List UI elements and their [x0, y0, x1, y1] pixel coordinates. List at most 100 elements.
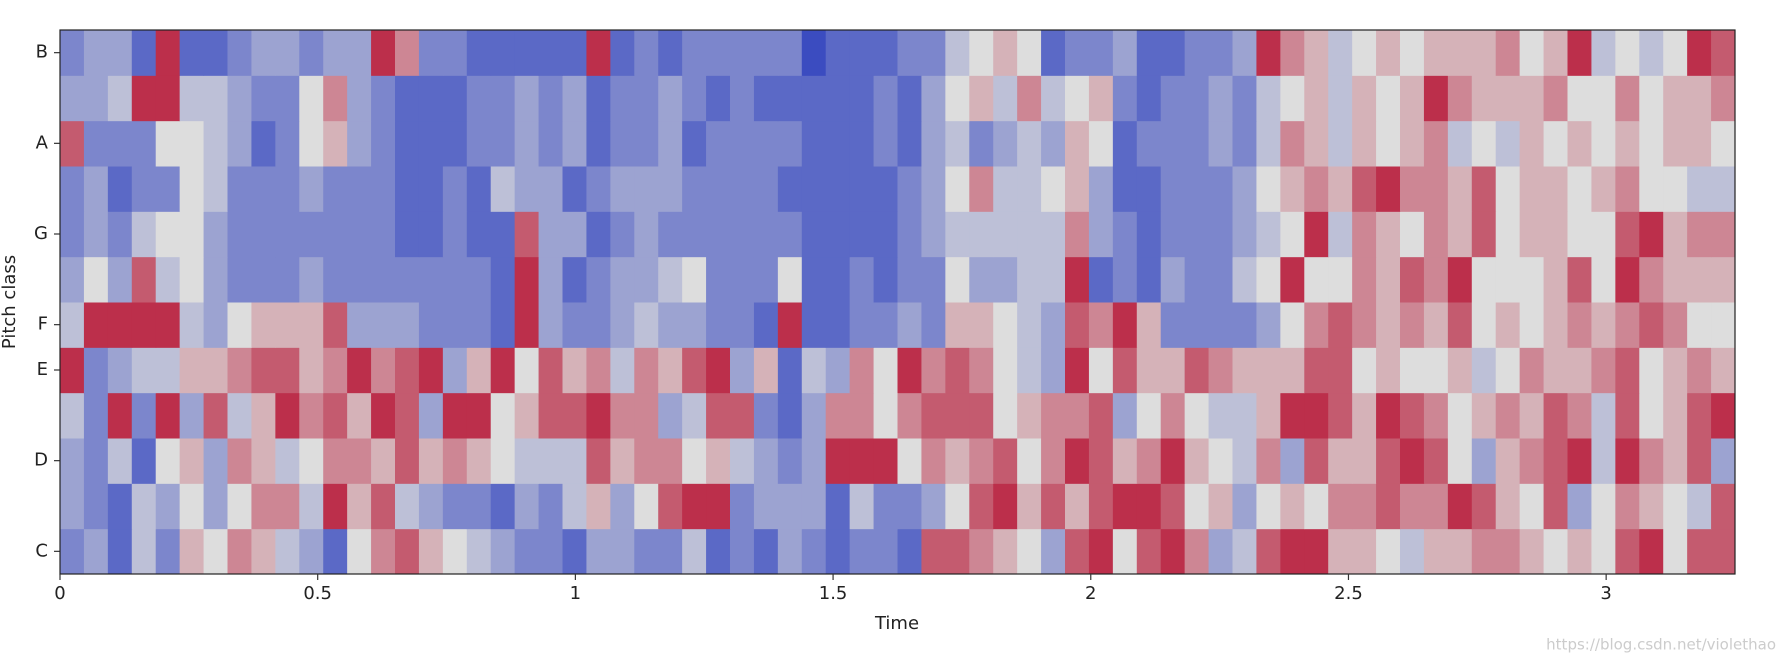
heat-cell	[466, 120, 492, 167]
heat-cell	[1232, 483, 1257, 530]
heat-cell	[634, 166, 659, 212]
heat-cell	[730, 483, 755, 530]
heat-cell	[1280, 30, 1305, 76]
heat-cell	[730, 75, 755, 122]
heat-cell	[1663, 483, 1688, 530]
heat-cell	[1639, 483, 1664, 530]
heat-cell	[1065, 30, 1090, 76]
heat-cell	[275, 392, 300, 439]
heat-cell	[777, 211, 803, 258]
heat-cell	[1567, 302, 1592, 348]
heat-cell	[1615, 75, 1640, 122]
heat-cell	[155, 528, 181, 575]
heat-cell	[610, 392, 635, 439]
heat-cell	[706, 256, 731, 303]
heat-cell	[1065, 256, 1090, 303]
heat-cell	[1711, 30, 1736, 76]
heat-cell	[1017, 347, 1042, 394]
heat-cell	[1639, 347, 1664, 394]
heat-cell	[873, 256, 898, 303]
heat-cell	[179, 211, 205, 258]
heat-cell	[945, 30, 970, 76]
heat-cell	[730, 392, 755, 439]
heat-cell	[251, 302, 276, 348]
heat-cell	[275, 302, 300, 348]
heat-cell	[538, 166, 563, 212]
heat-cell	[945, 256, 970, 303]
heat-cell	[921, 120, 946, 167]
heat-cell	[682, 392, 707, 439]
heat-cell	[1017, 438, 1042, 484]
heat-cell	[1471, 256, 1497, 303]
heat-cell	[179, 392, 205, 439]
heat-cell	[83, 483, 109, 530]
heat-cell	[1495, 30, 1521, 76]
heat-cell	[825, 256, 851, 303]
heat-cell	[1088, 347, 1114, 394]
heat-cell	[299, 438, 324, 484]
heat-cell	[825, 438, 851, 484]
heat-cell	[275, 211, 300, 258]
heat-cell	[323, 392, 348, 439]
heat-cell	[825, 302, 851, 348]
heat-cell	[730, 347, 755, 394]
heat-cell	[562, 166, 587, 212]
heat-cell	[323, 483, 348, 530]
heat-cell	[251, 483, 276, 530]
heat-cell	[1376, 30, 1401, 76]
heat-cell	[1376, 302, 1401, 348]
heat-cell	[634, 211, 659, 258]
heat-cell	[1304, 302, 1329, 348]
heat-cell	[395, 75, 420, 122]
heat-cell	[1017, 483, 1042, 530]
heat-cell	[1615, 528, 1640, 575]
heat-cell	[1495, 120, 1521, 167]
heat-cell	[706, 438, 731, 484]
heat-cell	[1687, 211, 1712, 258]
heat-cell	[969, 256, 994, 303]
heat-cell	[1567, 392, 1592, 439]
heat-cell	[442, 30, 468, 76]
heat-cell	[1352, 166, 1377, 212]
heat-cell	[60, 120, 85, 167]
heat-cell	[586, 211, 611, 258]
heat-cell	[1543, 120, 1568, 167]
heat-cell	[514, 166, 540, 212]
heat-cell	[538, 120, 563, 167]
heat-cell	[275, 120, 300, 167]
heat-cell	[1519, 211, 1545, 258]
heat-cell	[83, 347, 109, 394]
x-tick-label: 2.5	[1334, 583, 1363, 604]
heat-cell	[514, 75, 540, 122]
heat-cell	[777, 483, 803, 530]
heat-cell	[371, 302, 396, 348]
heat-cell	[706, 392, 731, 439]
heat-cell	[1280, 483, 1305, 530]
heat-cell	[1160, 347, 1186, 394]
heat-cell	[1711, 75, 1736, 122]
heat-cell	[1447, 347, 1473, 394]
heat-cell	[1376, 75, 1401, 122]
heat-cell	[1112, 302, 1138, 348]
heat-cell	[1184, 528, 1210, 575]
heat-cell	[107, 256, 133, 303]
heat-cell	[418, 347, 444, 394]
heat-cell	[1423, 528, 1449, 575]
heat-cell	[610, 483, 635, 530]
heat-cell	[323, 166, 348, 212]
heat-cell	[562, 392, 587, 439]
heat-cell	[1304, 438, 1329, 484]
heat-cell	[1591, 75, 1616, 122]
heat-cell	[562, 483, 587, 530]
heat-cell	[993, 166, 1018, 212]
heat-cell	[706, 483, 731, 530]
heat-cell	[753, 211, 779, 258]
heat-cell	[753, 30, 779, 76]
heat-cell	[395, 30, 420, 76]
heat-cell	[1112, 347, 1138, 394]
heat-cell	[371, 347, 396, 394]
heat-cell	[634, 30, 659, 76]
heat-cell	[1400, 483, 1425, 530]
heat-cell	[1304, 120, 1329, 167]
heat-cell	[753, 483, 779, 530]
